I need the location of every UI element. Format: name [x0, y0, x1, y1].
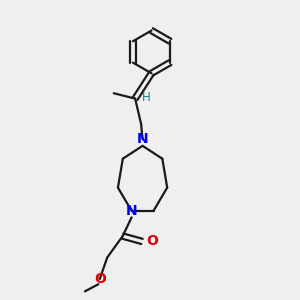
Text: N: N [137, 132, 148, 146]
Text: H: H [142, 91, 150, 103]
Text: O: O [146, 234, 158, 248]
Text: O: O [94, 272, 106, 286]
Text: N: N [126, 204, 137, 218]
